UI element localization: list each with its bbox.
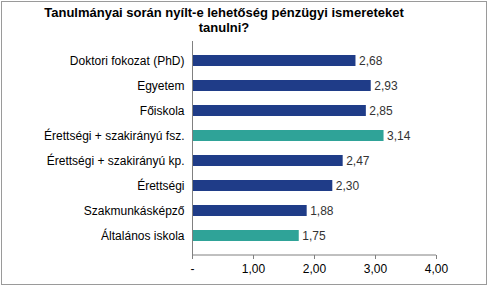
svg-text:1,00: 1,00 <box>242 262 266 276</box>
svg-text:3,14: 3,14 <box>387 129 411 143</box>
svg-text:2,68: 2,68 <box>359 54 383 68</box>
svg-text:-: - <box>191 262 195 276</box>
svg-text:1,88: 1,88 <box>310 204 334 218</box>
svg-text:Egyetem: Egyetem <box>137 79 184 93</box>
svg-text:2,00: 2,00 <box>303 262 327 276</box>
svg-text:1,75: 1,75 <box>302 229 326 243</box>
svg-text:3,00: 3,00 <box>364 262 388 276</box>
html-text:Tanulmányai során nyílt-e lehe: Tanulmányai során nyílt-e lehetőség pénz… <box>44 5 404 35</box>
svg-text:2,85: 2,85 <box>369 104 393 118</box>
svg-text:2,93: 2,93 <box>374 79 398 93</box>
svg-text:Érettségi + szakirányú fsz.: Érettségi + szakirányú fsz. <box>44 128 184 143</box>
svg-text:Általános iskola: Általános iskola <box>101 228 185 243</box>
svg-text:Doktori fokozat (PhD): Doktori fokozat (PhD) <box>70 54 185 68</box>
svg-text:4,00: 4,00 <box>425 262 449 276</box>
svg-text:Érettségi + szakirányú kp.: Érettségi + szakirányú kp. <box>47 153 185 168</box>
svg-text:2,47: 2,47 <box>346 154 370 168</box>
svg-text:Szakmunkásképző: Szakmunkásképző <box>84 204 185 218</box>
svg-text:2,30: 2,30 <box>336 179 360 193</box>
svg-text:Főiskola: Főiskola <box>140 104 185 118</box>
svg-text:Érettségi: Érettségi <box>137 178 184 193</box>
